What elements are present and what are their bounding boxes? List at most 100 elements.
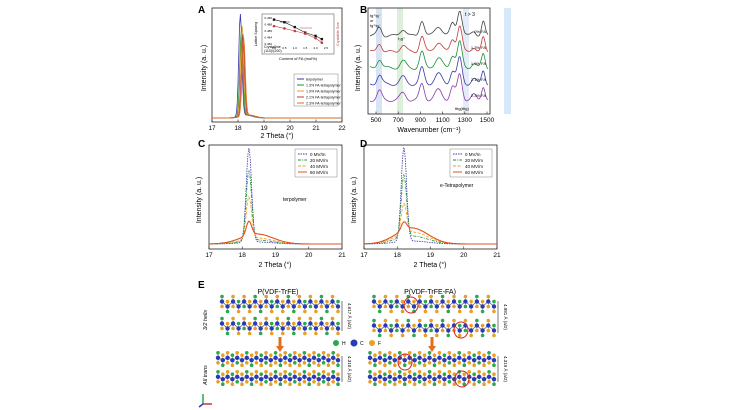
atom xyxy=(336,372,340,377)
atom xyxy=(368,361,372,365)
atom xyxy=(293,361,297,365)
atom xyxy=(417,355,422,360)
panel-a-legend: terpolymer 1.3% FA-tetrapolymer 1.9% FA-te… xyxy=(293,73,342,107)
atom xyxy=(247,309,252,314)
atom xyxy=(220,326,224,331)
row-label-bottom: All trans xyxy=(203,365,209,386)
inset-point xyxy=(283,27,286,30)
atom xyxy=(303,309,307,314)
atom xyxy=(254,380,259,384)
atom xyxy=(216,370,220,374)
atom xyxy=(319,299,324,304)
atom xyxy=(286,326,291,331)
atom xyxy=(406,304,411,309)
atom xyxy=(428,323,434,328)
atom xyxy=(422,382,427,387)
ftir-trace xyxy=(369,40,489,70)
atom xyxy=(367,374,373,379)
atom xyxy=(387,355,393,360)
band-label-2: or xyxy=(370,18,374,23)
atom xyxy=(253,304,257,309)
atom xyxy=(220,358,225,363)
atom xyxy=(225,321,230,326)
atom xyxy=(307,353,312,358)
inset-point xyxy=(314,34,317,38)
atom xyxy=(482,353,486,358)
atom xyxy=(264,370,268,374)
atom xyxy=(457,328,462,333)
atom xyxy=(264,294,268,299)
atom xyxy=(383,294,388,299)
legend-entry: 1.3% FA-tetrapolymer xyxy=(306,84,342,88)
atom xyxy=(417,318,422,323)
atom xyxy=(292,309,296,314)
atom xyxy=(395,318,399,323)
atom xyxy=(283,380,288,384)
atom xyxy=(336,309,340,314)
tick-label: 1300 xyxy=(458,117,473,124)
atom xyxy=(225,380,230,384)
atom xyxy=(235,380,239,384)
atom xyxy=(468,304,474,309)
inset-point xyxy=(272,24,276,28)
atom xyxy=(368,351,372,355)
panel-d-xticks: 17 18 19 20 21 xyxy=(360,246,501,259)
atom xyxy=(447,355,452,360)
atom xyxy=(372,318,376,323)
atom xyxy=(287,358,293,363)
atom xyxy=(435,299,439,304)
atom xyxy=(423,328,428,333)
atom xyxy=(308,294,313,299)
panel-b-traces: 0% FA 1.3% FA 1.9% FA 2.1% FA 2.3% FA xyxy=(369,10,489,102)
atom xyxy=(486,318,491,323)
atom xyxy=(275,316,280,321)
atom xyxy=(269,372,273,377)
atom xyxy=(236,299,241,304)
atom xyxy=(429,294,433,299)
atom xyxy=(264,316,268,321)
atom xyxy=(469,333,473,338)
atom xyxy=(432,372,437,377)
band-label-5: t > 3 xyxy=(465,12,475,18)
atom xyxy=(280,299,285,304)
atom xyxy=(292,321,296,326)
atom xyxy=(280,309,285,314)
atom xyxy=(471,358,477,363)
atom xyxy=(447,374,452,379)
atom xyxy=(317,353,321,358)
atom xyxy=(475,304,479,309)
atom xyxy=(280,304,285,309)
atom xyxy=(288,353,292,358)
atom xyxy=(437,370,442,374)
xrd-curve xyxy=(212,37,342,119)
atom xyxy=(268,377,273,382)
atom xyxy=(412,353,417,358)
atom xyxy=(440,304,445,309)
atom xyxy=(422,363,427,368)
atom xyxy=(428,299,434,304)
atom xyxy=(482,382,486,387)
inset-ytick: 0.482 xyxy=(264,42,272,46)
atom xyxy=(336,363,340,368)
atom xyxy=(457,380,462,384)
atom xyxy=(429,328,433,333)
panel-c-curves xyxy=(208,148,342,245)
atom xyxy=(335,326,341,331)
xrd-curve xyxy=(364,221,497,245)
atom xyxy=(283,361,288,365)
atom xyxy=(280,331,285,336)
atom xyxy=(330,299,335,304)
atom xyxy=(297,372,302,377)
atom xyxy=(417,294,422,299)
atom xyxy=(476,355,482,360)
atom xyxy=(463,318,468,323)
atom xyxy=(491,358,497,363)
atom xyxy=(447,361,452,365)
panel-c-sample: terpolymer xyxy=(283,197,307,203)
atom xyxy=(372,304,376,309)
atom xyxy=(442,377,447,382)
atom xyxy=(325,309,329,314)
atom xyxy=(330,304,335,309)
atom xyxy=(393,382,397,387)
